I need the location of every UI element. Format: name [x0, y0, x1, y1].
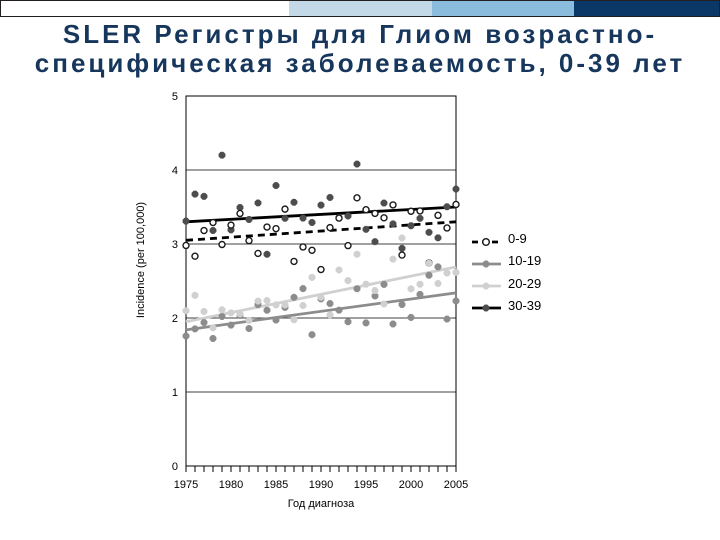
svg-text:3: 3 [172, 239, 178, 251]
svg-text:1980: 1980 [219, 479, 243, 491]
svg-text:2005: 2005 [444, 479, 468, 491]
svg-text:4: 4 [172, 165, 178, 177]
svg-text:5: 5 [172, 91, 178, 103]
svg-text:1985: 1985 [264, 479, 288, 491]
svg-text:1: 1 [172, 387, 178, 399]
svg-text:2: 2 [172, 313, 178, 325]
svg-text:1990: 1990 [309, 479, 333, 491]
svg-text:0: 0 [172, 461, 178, 473]
svg-text:1995: 1995 [354, 479, 378, 491]
svg-text:2000: 2000 [399, 479, 423, 491]
svg-text:1975: 1975 [174, 479, 198, 491]
